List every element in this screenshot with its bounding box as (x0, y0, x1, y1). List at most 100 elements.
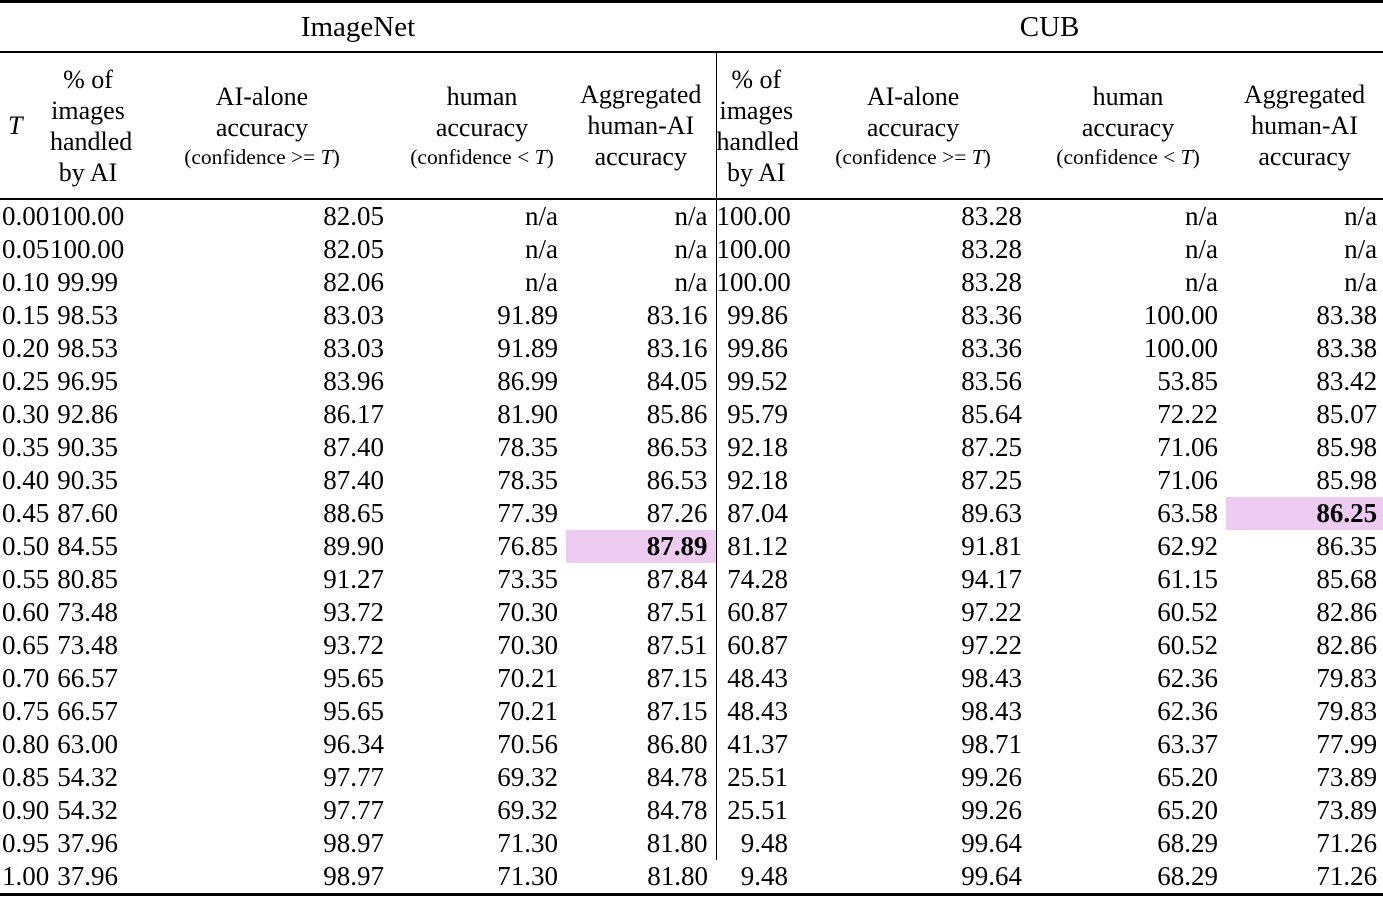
cell-in-pct: 66.57 (57, 663, 118, 693)
cell-cub-hum: n/a (1185, 267, 1219, 297)
cell-cub-hum: n/a (1185, 234, 1219, 264)
t-symbol: T (320, 144, 333, 169)
cell-cub-agg: 83.38 (1316, 300, 1378, 330)
cell-cub-hum: 72.22 (1157, 399, 1219, 429)
header-line: accuracy (215, 112, 309, 142)
cell-t: 0.55 (2, 564, 50, 594)
cell-cub-agg: n/a (1344, 201, 1378, 231)
cell-in-agg: 81.80 (647, 861, 709, 891)
table-row: 1.00 37.96 98.97 71.30 81.80 9.48 99.64 68.29 71… (0, 860, 1383, 895)
cell-in-ai: 97.77 (323, 795, 384, 825)
cell-in-hum: 70.21 (497, 696, 558, 726)
cell-cub-pct: 100.00 (716, 234, 791, 264)
table-row: 0.20 98.53 83.03 91.89 83.16 99.86 83.36 100.00… (0, 332, 1383, 365)
cell-in-pct: 98.53 (57, 300, 118, 330)
cell-in-ai: 91.27 (323, 564, 384, 594)
cell-in-hum: 71.30 (497, 828, 558, 858)
cell-cub-agg: 83.38 (1316, 333, 1378, 363)
cell-in-ai: 96.34 (323, 729, 384, 759)
column-header-row: T % of images handled by AI AI-alone acc… (0, 52, 1383, 200)
column-header-in-ai: AI-alone accuracy (confidence >= T) (126, 52, 398, 200)
cell-in-hum: 73.35 (497, 564, 558, 594)
cell-cub-hum: n/a (1185, 201, 1219, 231)
cell-in-pct: 87.60 (57, 498, 118, 528)
cell-cub-agg: 85.98 (1316, 432, 1378, 462)
cell-cub-pct: 25.51 (727, 795, 789, 825)
cell-cub-pct: 60.87 (727, 597, 789, 627)
cell-cub-hum: 100.00 (1143, 333, 1219, 363)
cell-in-agg: n/a (566, 266, 717, 299)
cell-in-agg: 86.53 (566, 464, 717, 497)
cell-in-pct: 99.99 (57, 267, 118, 297)
group-header-imagenet-label: ImageNet (300, 10, 416, 43)
cell-t: 0.75 (2, 696, 50, 726)
header-line: accuracy (435, 112, 529, 142)
cell-cub-pct: 99.86 (727, 300, 789, 330)
cell-cub-pct: 100.00 (716, 267, 791, 297)
header-line: human (1092, 81, 1164, 111)
cell-in-agg-highlighted: 87.89 (566, 530, 717, 563)
cell-cub-ai: 87.25 (961, 465, 1023, 495)
column-header-in-pct: % of images handled by AI (50, 52, 132, 200)
cell-in-agg: 87.51 (566, 629, 717, 662)
cell-in-agg: 83.16 (566, 299, 717, 332)
header-line: accuracy (594, 142, 687, 171)
cell-in-pct: 100.00 (50, 234, 125, 264)
cell-in-pct: 37.96 (57, 861, 118, 891)
cell-in-hum: 69.32 (497, 795, 558, 825)
cell-in-pct: 90.35 (57, 432, 118, 462)
cell-in-ai: 95.65 (323, 663, 384, 693)
header-line: % of (63, 64, 113, 94)
cell-cub-pct: 81.12 (727, 531, 789, 561)
cell-in-ai: 97.77 (323, 762, 384, 792)
cell-in-ai: 95.65 (323, 696, 384, 726)
cell-cub-ai: 99.64 (961, 828, 1023, 858)
cell-in-agg: 85.86 (566, 398, 717, 431)
header-line: accuracy (1258, 142, 1351, 171)
cell-cub-ai: 85.64 (961, 399, 1023, 429)
cell-cub-ai: 97.22 (961, 597, 1023, 627)
cell-in-ai: 93.72 (323, 597, 384, 627)
cell-cub-hum: 61.15 (1157, 564, 1219, 594)
group-header-cub-label: CUB (1019, 10, 1080, 43)
cell-cub-pct: 60.87 (727, 630, 789, 660)
table-row: 0.50 84.55 89.90 76.85 87.89 81.12 91.81 62.92 8… (0, 530, 1383, 563)
cell-in-pct: 96.95 (57, 366, 118, 396)
cell-in-agg: 84.05 (566, 365, 717, 398)
cell-in-ai: 87.40 (323, 465, 384, 495)
cell-t: 0.90 (2, 795, 50, 825)
cell-in-hum: 91.89 (497, 333, 558, 363)
header-subline: (confidence >= T) (835, 144, 991, 169)
cell-in-hum: 70.30 (497, 597, 558, 627)
header-line: images (719, 95, 794, 125)
cell-in-agg: 81.80 (566, 827, 717, 860)
cell-in-pct: 92.86 (57, 399, 118, 429)
cell-in-agg: 87.26 (566, 497, 717, 530)
cell-in-hum: 76.85 (497, 531, 558, 561)
cell-cub-hum: 68.29 (1157, 861, 1219, 891)
cell-in-agg: 86.53 (566, 431, 717, 464)
cell-cub-hum: 71.06 (1157, 432, 1219, 462)
cell-cub-ai: 98.71 (961, 729, 1023, 759)
header-line: images (51, 95, 125, 125)
cell-in-hum: 78.35 (497, 465, 558, 495)
table-row: 0.60 73.48 93.72 70.30 87.51 60.87 97.22 60.52 8… (0, 596, 1383, 629)
cell-cub-ai: 89.63 (961, 498, 1023, 528)
cell-in-agg: 84.78 (566, 761, 717, 794)
t-symbol: T (534, 144, 547, 169)
cell-in-pct: 80.85 (57, 564, 118, 594)
cell-cub-ai: 83.28 (961, 267, 1023, 297)
cell-in-hum: 70.56 (497, 729, 558, 759)
cell-cub-hum: 62.36 (1157, 696, 1219, 726)
cell-cub-agg: 82.86 (1316, 630, 1378, 660)
cell-cub-ai: 83.28 (961, 234, 1023, 264)
cell-in-pct: 73.48 (57, 597, 118, 627)
cell-cub-agg: n/a (1344, 267, 1378, 297)
cell-t: 0.70 (2, 663, 50, 693)
table-row: 0.25 96.95 83.96 86.99 84.05 99.52 83.56 53.85 8… (0, 365, 1383, 398)
header-line: AI-alone (866, 81, 960, 111)
cell-in-agg: n/a (566, 199, 717, 233)
group-header-imagenet: ImageNet (0, 1, 717, 53)
cell-t: 0.00 (2, 201, 50, 231)
table-body: 0.00 100.00 82.05 n/a n/a 100.00 83.28 n/a n/a 0.… (0, 199, 1383, 895)
